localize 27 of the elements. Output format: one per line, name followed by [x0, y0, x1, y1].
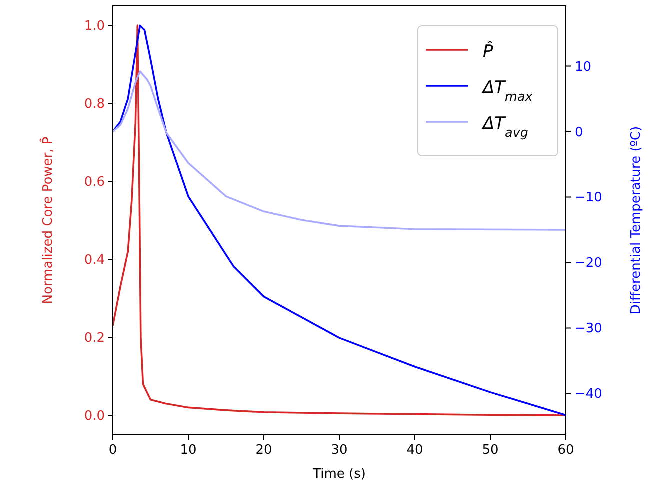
y2-tick-label: −10 — [575, 190, 602, 206]
line-series — [112, 70, 567, 231]
y2-tick-label: −30 — [575, 322, 602, 337]
legend-label: ΔT$_{max}$ — [481, 78, 534, 104]
y2-axis-title: Differential Temperature (ºC) — [629, 126, 644, 315]
x-tick-label: 10 — [180, 443, 197, 458]
y-tick-label: 0.8 — [84, 97, 105, 112]
y-tick-label: 0.4 — [84, 253, 105, 268]
y2-tick-label: −40 — [575, 387, 602, 402]
y-tick-label: 1.0 — [84, 19, 105, 34]
x-tick-label: 60 — [558, 443, 574, 458]
y2-tick-label: −20 — [575, 256, 602, 272]
x-tick-label: 0 — [108, 443, 118, 458]
y2-tick-label: 0 — [575, 125, 584, 140]
x-tick-label: 20 — [256, 443, 272, 458]
y-tick-label: 0.2 — [84, 331, 105, 346]
y2-tick-label: 10 — [575, 60, 592, 75]
x-tick-label: 50 — [482, 443, 499, 458]
x-tick-label: 30 — [331, 443, 348, 458]
legend-label: ΔT$_{avg}$ — [481, 114, 528, 140]
y-tick-label: 0.6 — [84, 175, 105, 190]
x-axis-title: Time (s) — [312, 467, 366, 482]
x-tick-label: 40 — [406, 443, 424, 458]
y-tick-label: 0.0 — [84, 409, 105, 424]
legend-label: P̂ — [483, 40, 494, 62]
y-axis-title: Normalized Core Power, P̂ — [40, 136, 56, 304]
line-series — [112, 24, 567, 416]
